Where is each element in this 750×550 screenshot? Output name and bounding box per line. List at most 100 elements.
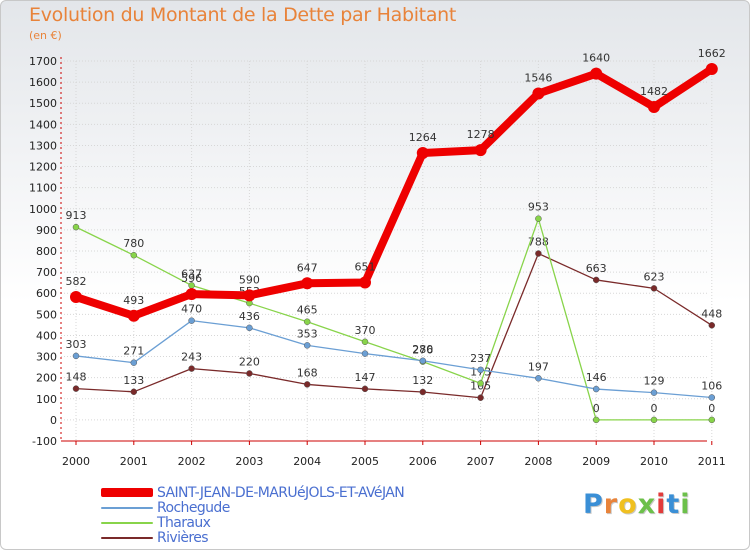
data-point: [648, 101, 660, 114]
data-point: [535, 375, 542, 382]
data-point: [477, 394, 484, 401]
data-label: 0: [708, 402, 715, 415]
data-point: [361, 338, 369, 346]
data-label: 465: [297, 304, 318, 317]
data-point: [590, 67, 603, 80]
legend-item: Rochegude: [101, 499, 404, 516]
y-tick-label: 1200: [29, 161, 57, 174]
data-label: 448: [701, 307, 722, 320]
y-tick-label: 1300: [29, 139, 57, 152]
data-label: 303: [66, 338, 87, 351]
data-label: 132: [412, 374, 433, 387]
data-point: [70, 291, 82, 304]
legend-swatch: [101, 506, 153, 509]
data-point: [419, 357, 427, 365]
data-label: 637: [181, 267, 202, 280]
y-tick-label: 800: [36, 245, 57, 258]
y-tick-label: 1400: [29, 118, 57, 131]
y-tick-label: 1600: [29, 76, 57, 89]
legend-label: Rochegude: [157, 499, 230, 516]
data-point: [650, 285, 658, 292]
data-point: [535, 215, 542, 222]
x-tick-label: 2007: [467, 455, 495, 468]
x-tick-label: 2000: [62, 455, 90, 468]
data-point: [127, 309, 140, 322]
data-point: [477, 380, 484, 387]
data-label: 220: [239, 355, 260, 368]
data-label: 280: [412, 343, 433, 356]
data-point: [361, 350, 369, 357]
data-point: [188, 365, 195, 372]
y-tick-label: 300: [36, 351, 57, 364]
y-tick-label: 200: [36, 372, 57, 385]
data-label: 133: [123, 374, 144, 387]
data-label: 780: [123, 237, 144, 250]
data-point: [246, 370, 253, 377]
data-label: 1546: [524, 72, 552, 85]
data-point: [474, 144, 487, 157]
data-point: [708, 394, 716, 401]
data-point: [535, 250, 542, 257]
data-label: 197: [528, 360, 549, 373]
x-tick-label: 2010: [640, 455, 668, 468]
y-tick-label: 0: [50, 414, 57, 427]
x-tick-label: 2006: [409, 455, 437, 468]
data-label: 1278: [467, 128, 495, 141]
data-label: 106: [701, 380, 722, 393]
y-tick-label: 400: [36, 329, 57, 342]
legend-item: Rivières: [101, 529, 404, 546]
data-label: 1640: [582, 52, 610, 65]
series-line: [72, 65, 716, 320]
legend-item: SAINT-JEAN-DE-MARUéJOLS-ET-AVéJAN: [101, 484, 405, 501]
y-tick-label: 1100: [29, 182, 57, 195]
legend-swatch: [101, 536, 153, 539]
data-label: 1662: [698, 47, 726, 60]
logo-letter: r: [603, 489, 619, 520]
data-label: 271: [123, 345, 144, 358]
data-label: 148: [66, 371, 87, 384]
data-point: [303, 381, 311, 388]
y-tick-label: 1500: [29, 97, 57, 110]
data-label: 276: [412, 344, 433, 357]
logo-letter: i: [656, 489, 667, 520]
data-label: 243: [181, 351, 202, 364]
data-point: [130, 359, 138, 366]
data-label: 370: [355, 324, 376, 337]
data-point: [72, 385, 80, 392]
series-line: [75, 320, 713, 399]
proxiti-logo: Proxiti: [583, 489, 691, 520]
x-tick-label: 2002: [178, 455, 206, 468]
y-tick-label: 600: [36, 287, 57, 300]
y-tick-label: 700: [36, 266, 57, 279]
data-point: [419, 388, 427, 396]
legend-swatch: [101, 488, 153, 497]
data-label: 651: [355, 260, 376, 273]
y-tick-label: 1000: [29, 203, 57, 216]
data-point: [185, 288, 198, 301]
data-label: 647: [297, 261, 318, 274]
data-label: 470: [181, 303, 202, 316]
y-tick-label: 1700: [29, 55, 57, 68]
legend-swatch: [101, 521, 153, 524]
data-point: [72, 352, 80, 360]
chart-title: Evolution du Montant de la Dette par Hab…: [29, 4, 457, 26]
data-point: [303, 342, 311, 349]
unit-label: (en €): [29, 29, 62, 42]
logo-letter: P: [583, 489, 604, 520]
data-label: 237: [470, 352, 491, 365]
data-label: 590: [239, 273, 260, 286]
legend-label: Rivières: [157, 529, 209, 546]
y-tick-label: 100: [36, 393, 57, 406]
data-label: 582: [66, 275, 87, 288]
data-label: 168: [297, 366, 318, 379]
data-point: [532, 87, 545, 100]
x-tick-label: 2004: [293, 455, 321, 468]
data-point: [650, 416, 658, 424]
data-label: 913: [66, 209, 87, 222]
data-label: 353: [297, 327, 318, 340]
data-point: [592, 385, 600, 393]
legend-label: SAINT-JEAN-DE-MARUéJOLS-ET-AVéJAN: [157, 484, 405, 501]
logo-letter: t: [666, 489, 681, 520]
